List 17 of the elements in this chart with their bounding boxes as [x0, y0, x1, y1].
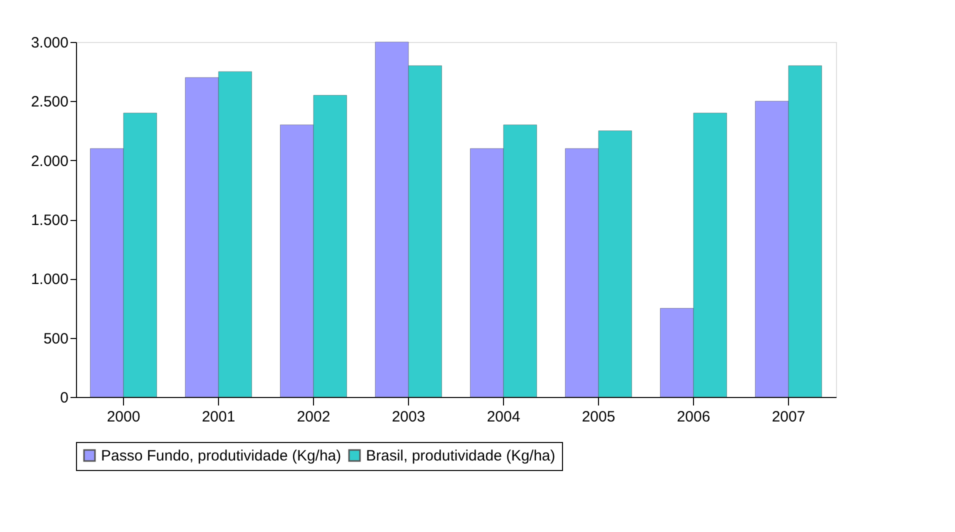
y-tick-label: 3.000: [30, 34, 68, 52]
y-tick-label: 2.000: [30, 152, 68, 170]
x-tick-label: 2006: [676, 408, 710, 426]
y-tick-label: 500: [43, 330, 68, 348]
x-tick-label: 2005: [582, 408, 616, 426]
y-tick-label: 0: [60, 390, 68, 406]
y-tick-label: 1.500: [30, 212, 68, 229]
legend-label: Brasil, produtividade (Kg/ha): [366, 448, 556, 465]
legend-label: Passo Fundo, produtividade (Kg/ha): [101, 448, 342, 465]
x-tick-label: 2001: [202, 408, 236, 426]
x-tick-label: 2003: [392, 408, 426, 426]
y-tick-label: 2.500: [30, 94, 68, 111]
x-tick-label: 2002: [296, 408, 330, 426]
x-tick-label: 2004: [486, 408, 520, 426]
y-tick-label: 1.000: [30, 271, 68, 288]
x-tick-label: 2000: [106, 408, 140, 426]
x-tick-label: 2007: [772, 408, 806, 426]
